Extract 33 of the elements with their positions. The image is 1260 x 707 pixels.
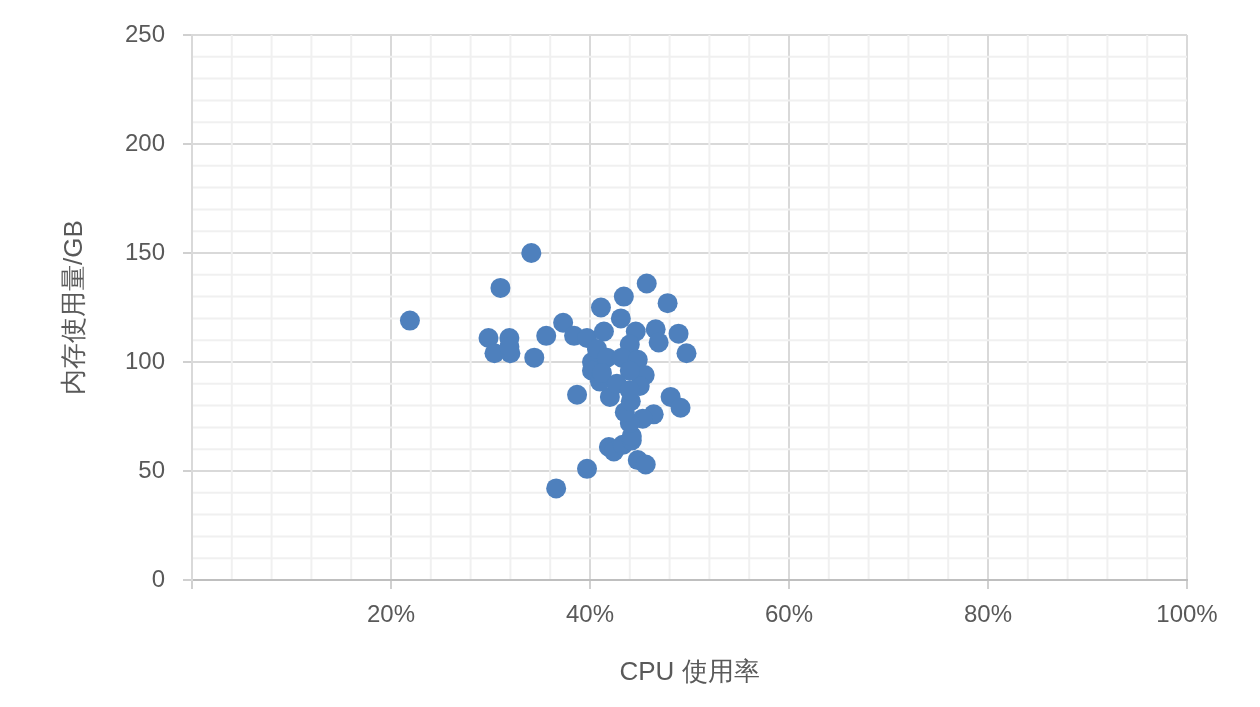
y-axis-title: 内存使用量/GB — [57, 220, 88, 395]
point — [590, 297, 611, 318]
x-tick-label: 20% — [366, 600, 416, 628]
point — [567, 384, 588, 405]
y-tick-label: 150 — [124, 237, 165, 265]
point — [536, 325, 557, 346]
point — [670, 397, 691, 418]
point — [610, 308, 631, 329]
x-tick-label: 100% — [1156, 600, 1218, 628]
x-axis-title: CPU 使用率 — [619, 655, 760, 686]
point — [593, 321, 614, 342]
point — [676, 343, 697, 364]
point — [490, 277, 511, 298]
x-tick-label: 40% — [565, 600, 615, 628]
y-tick-label: 50 — [138, 455, 165, 483]
point — [635, 454, 656, 475]
point — [553, 312, 574, 333]
point — [521, 243, 542, 263]
point — [657, 293, 678, 314]
x-tick-label: 80% — [963, 600, 1013, 628]
point — [613, 286, 634, 307]
y-tick-label: 250 — [124, 19, 165, 47]
point — [546, 478, 567, 499]
point — [399, 310, 420, 331]
point — [648, 332, 669, 353]
y-tick-label: 100 — [124, 346, 165, 374]
point — [668, 323, 689, 344]
point — [524, 347, 545, 368]
y-tick-label: 200 — [124, 128, 165, 156]
point — [636, 273, 657, 294]
y-tick-label: 0 — [151, 564, 165, 592]
point — [577, 458, 598, 479]
x-tick-label: 60% — [764, 600, 814, 628]
